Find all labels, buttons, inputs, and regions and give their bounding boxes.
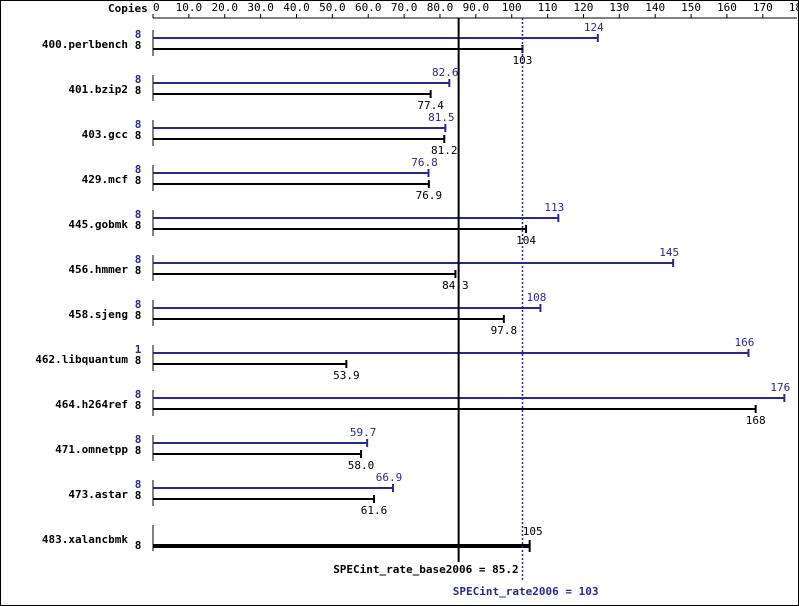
value-label: 81.2 (431, 144, 458, 157)
copies-label: 8 (135, 219, 142, 232)
x-tick-label: 140 (645, 1, 665, 14)
x-tick-label: 90.0 (463, 1, 490, 14)
copies-header: Copies (108, 2, 148, 15)
category-label: 473.astar (68, 488, 128, 501)
copies-label: 8 (135, 354, 142, 367)
value-label: 168 (746, 414, 766, 427)
value-label: 166 (735, 336, 755, 349)
value-label: 76.8 (411, 156, 438, 169)
copies-label: 8 (135, 253, 142, 266)
copies-label: 8 (135, 399, 142, 412)
x-tick-label: 30.0 (247, 1, 274, 14)
category-label: 483.xalancbmk (42, 533, 128, 546)
value-label: 66.9 (376, 471, 403, 484)
category-label: 458.sjeng (68, 308, 128, 321)
category-label: 403.gcc (82, 128, 128, 141)
value-label: 176 (770, 381, 790, 394)
copies-label: 8 (135, 39, 142, 52)
copies-label: 8 (135, 84, 142, 97)
category-label: 462.libquantum (35, 353, 128, 366)
copies-label: 8 (135, 489, 142, 502)
x-tick-label: 80.0 (427, 1, 454, 14)
copies-label: 8 (135, 433, 142, 446)
value-label: 84.3 (442, 279, 469, 292)
value-label: 81.5 (428, 111, 455, 124)
category-label: 400.perlbench (42, 38, 128, 51)
reference-label: SPECint_rate_base2006 = 85.2 (333, 563, 518, 576)
copies-label: 8 (135, 129, 142, 142)
x-tick-label: 0 (153, 1, 160, 14)
x-tick-label: 100 (502, 1, 522, 14)
category-label: 464.h264ref (55, 398, 128, 411)
value-label: 76.9 (416, 189, 443, 202)
x-tick-label: 60.0 (355, 1, 382, 14)
copies-label: 8 (135, 478, 142, 491)
x-tick-label: 180 (789, 1, 799, 14)
value-label: 77.4 (417, 99, 444, 112)
reference-label: SPECint_rate2006 = 103 (453, 585, 599, 598)
x-tick-label: 150 (681, 1, 701, 14)
copies-label: 8 (135, 444, 142, 457)
value-label: 53.9 (333, 369, 360, 382)
x-tick-label: 70.0 (391, 1, 418, 14)
category-label: 445.gobmk (68, 218, 128, 231)
copies-label: 8 (135, 174, 142, 187)
copies-label: 8 (135, 264, 142, 277)
x-tick-label: 120 (574, 1, 594, 14)
value-label: 103 (513, 54, 533, 67)
x-tick-label: 20.0 (211, 1, 238, 14)
copies-label: 8 (135, 539, 142, 552)
copies-label: 8 (135, 163, 142, 176)
x-tick-label: 50.0 (319, 1, 346, 14)
x-tick-label: 130 (609, 1, 629, 14)
copies-label: 8 (135, 118, 142, 131)
value-label: 105 (523, 525, 543, 538)
value-label: 61.6 (361, 504, 388, 517)
copies-label: 8 (135, 298, 142, 311)
value-label: 124 (584, 21, 604, 34)
copies-label: 8 (135, 309, 142, 322)
copies-label: 8 (135, 73, 142, 86)
category-label: 456.hmmer (68, 263, 128, 276)
copies-label: 8 (135, 208, 142, 221)
value-label: 82.6 (432, 66, 459, 79)
value-label: 59.7 (350, 426, 377, 439)
copies-label: 8 (135, 28, 142, 41)
value-label: 97.8 (491, 324, 518, 337)
copies-label: 8 (135, 388, 142, 401)
x-tick-label: 160 (717, 1, 737, 14)
value-label: 104 (516, 234, 536, 247)
value-label: 145 (659, 246, 679, 259)
value-label: 58.0 (348, 459, 375, 472)
x-tick-label: 10.0 (176, 1, 203, 14)
x-tick-label: 170 (753, 1, 773, 14)
category-label: 429.mcf (82, 173, 128, 186)
category-label: 401.bzip2 (68, 83, 128, 96)
value-label: 108 (526, 291, 546, 304)
value-label: 113 (544, 201, 564, 214)
x-tick-label: 110 (538, 1, 558, 14)
copies-label: 1 (135, 343, 142, 356)
x-tick-label: 40.0 (283, 1, 310, 14)
category-label: 471.omnetpp (55, 443, 128, 456)
